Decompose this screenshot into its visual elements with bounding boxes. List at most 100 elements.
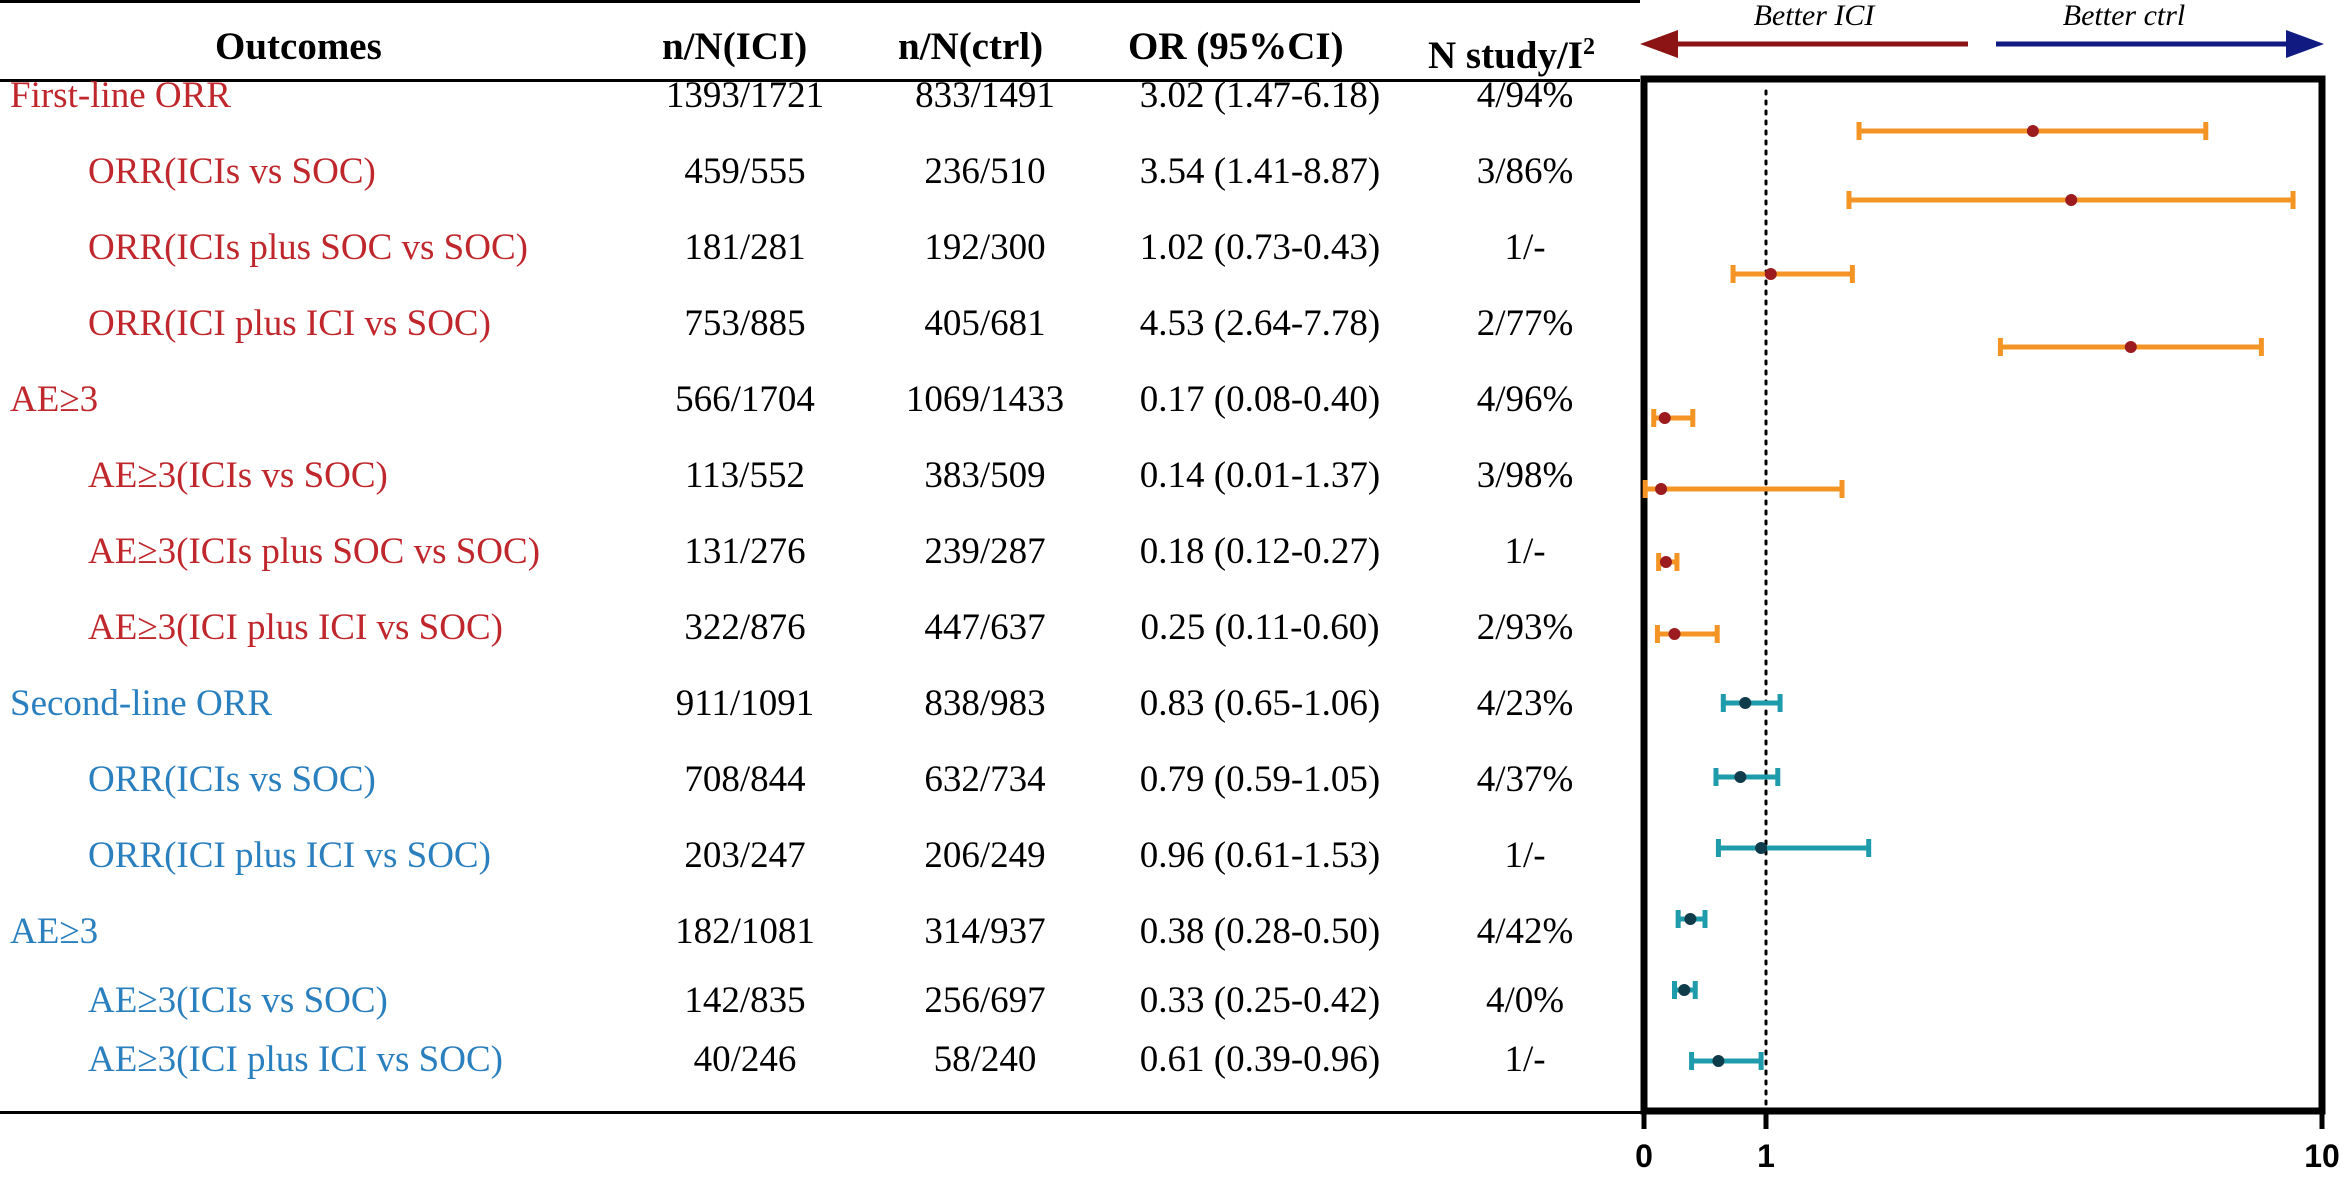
cell-or-ci: 0.33 (0.25-0.42): [1139, 980, 1381, 1021]
cell-or-ci: 0.79 (0.59-1.05): [1139, 759, 1381, 800]
outcome-label: AE≥3: [10, 911, 99, 952]
cell-or-ci: 0.96 (0.61-1.53): [1139, 835, 1381, 876]
cell-n-ctrl: 239/287: [924, 531, 1046, 572]
x-tick-label: 0: [1635, 1138, 1653, 1174]
cell-n-ctrl: 383/509: [924, 455, 1046, 496]
outcome-label: ORR(ICI plus ICI vs SOC): [88, 835, 491, 876]
cell-or-ci: 4.53 (2.64-7.78): [1139, 303, 1381, 344]
better-ici-arrowhead: [1640, 30, 1678, 58]
cell-or-ci: 0.61 (0.39-0.96): [1139, 1039, 1381, 1080]
cell-n-ici: 911/1091: [675, 683, 815, 724]
cell-or-ci: 0.38 (0.28-0.50): [1139, 911, 1381, 952]
point-estimate: [2026, 125, 2039, 137]
cell-nstudy: 4/96%: [1476, 379, 1574, 420]
cell-n-ici: 1393/1721: [665, 75, 825, 116]
header-nstudy: N study/I2: [1428, 22, 1595, 81]
better-ici-label: Better ICI: [1754, 0, 1877, 32]
cell-n-ctrl: 256/697: [924, 980, 1046, 1021]
cell-n-ctrl: 833/1491: [915, 75, 1055, 116]
cell-nstudy: 2/77%: [1476, 303, 1574, 344]
point-estimate: [1739, 697, 1752, 709]
outcome-label: ORR(ICIs vs SOC): [88, 759, 376, 800]
cell-or-ci: 3.54 (1.41-8.87): [1139, 151, 1381, 192]
point-estimate: [2124, 341, 2137, 353]
header-outcomes: Outcomes: [215, 25, 382, 68]
cell-or-ci: 0.17 (0.08-0.40): [1139, 379, 1381, 420]
cell-nstudy: 2/93%: [1476, 607, 1574, 648]
outcome-label: AE≥3(ICI plus ICI vs SOC): [88, 1039, 503, 1080]
cell-or-ci: 3.02 (1.47-6.18): [1139, 75, 1381, 116]
cell-n-ici: 753/885: [684, 303, 806, 344]
header-rule: [0, 79, 1640, 82]
cell-n-ici: 113/552: [685, 455, 805, 496]
better-ctrl-label: Better ctrl: [2063, 0, 2185, 32]
outcome-label: ORR(ICI plus ICI vs SOC): [88, 303, 491, 344]
outcome-label: First-line ORR: [10, 75, 231, 116]
cell-n-ctrl: 447/637: [924, 607, 1046, 648]
cell-nstudy: 1/-: [1504, 227, 1546, 268]
cell-or-ci: 1.02 (0.73-0.43): [1139, 227, 1381, 268]
cell-n-ctrl: 1069/1433: [905, 379, 1065, 420]
cell-nstudy: 4/94%: [1476, 75, 1574, 116]
cell-or-ci: 0.25 (0.11-0.60): [1140, 607, 1380, 648]
x-tick-label: 10: [2304, 1138, 2340, 1174]
cell-n-ici: 566/1704: [675, 379, 815, 420]
outcome-label: AE≥3(ICIs vs SOC): [88, 980, 388, 1021]
x-tick-label: 1: [1757, 1138, 1775, 1174]
cell-n-ctrl: 405/681: [924, 303, 1046, 344]
point-estimate: [1764, 268, 1777, 280]
outcome-label: AE≥3: [10, 379, 99, 420]
cell-n-ici: 181/281: [684, 227, 806, 268]
outcome-label: Second-line ORR: [10, 683, 273, 724]
cell-n-ici: 203/247: [684, 835, 806, 876]
top-rule: [0, 0, 1640, 3]
point-estimate: [1668, 628, 1681, 640]
better-ctrl-arrowhead: [2286, 30, 2324, 58]
cell-nstudy: 3/98%: [1476, 455, 1574, 496]
cell-nstudy: 3/86%: [1476, 151, 1574, 192]
bottom-rule: [0, 1111, 1644, 1114]
point-estimate: [1655, 483, 1668, 495]
cell-nstudy: 4/23%: [1476, 683, 1574, 724]
cell-n-ici: 459/555: [684, 151, 806, 192]
cell-or-ci: 0.14 (0.01-1.37): [1139, 455, 1381, 496]
cell-n-ici: 322/876: [684, 607, 806, 648]
cell-n-ctrl: 58/240: [933, 1039, 1037, 1080]
cell-or-ci: 0.83 (0.65-1.06): [1139, 683, 1381, 724]
point-estimate: [1678, 984, 1691, 996]
point-estimate: [1755, 842, 1768, 854]
cell-n-ctrl: 314/937: [924, 911, 1046, 952]
cell-n-ici: 131/276: [684, 531, 806, 572]
cell-n-ici: 182/1081: [675, 911, 815, 952]
cell-nstudy: 4/37%: [1476, 759, 1574, 800]
cell-n-ctrl: 632/734: [924, 759, 1046, 800]
cell-nstudy: 1/-: [1504, 835, 1546, 876]
point-estimate: [1659, 556, 1672, 568]
header-nstudy-text: N study/I: [1428, 34, 1583, 77]
outcome-label: AE≥3(ICIs vs SOC): [88, 455, 388, 496]
point-estimate: [1734, 771, 1747, 783]
outcome-label: AE≥3(ICI plus ICI vs SOC): [88, 607, 503, 648]
cell-n-ctrl: 206/249: [924, 835, 1046, 876]
point-estimate: [1712, 1055, 1725, 1067]
cell-n-ctrl: 838/983: [924, 683, 1046, 724]
header-nstudy-sup: 2: [1582, 34, 1595, 60]
plot-frame: [1640, 75, 2326, 1115]
cell-nstudy: 1/-: [1504, 1039, 1546, 1080]
cell-n-ici: 40/246: [693, 1039, 797, 1080]
cell-n-ici: 142/835: [684, 980, 806, 1021]
header-or-ci: OR (95%CI): [1128, 25, 1344, 68]
header-n-ici: n/N(ICI): [662, 25, 808, 68]
outcome-label: ORR(ICIs plus SOC vs SOC): [88, 227, 528, 268]
point-estimate: [1684, 913, 1697, 925]
point-estimate: [2065, 194, 2078, 206]
cell-n-ici: 708/844: [684, 759, 806, 800]
outcome-label: ORR(ICIs vs SOC): [88, 151, 376, 192]
cell-nstudy: 4/42%: [1476, 911, 1574, 952]
cell-nstudy: 4/0%: [1485, 980, 1565, 1021]
cell-n-ctrl: 192/300: [924, 227, 1046, 268]
point-estimate: [1658, 412, 1671, 424]
cell-or-ci: 0.18 (0.12-0.27): [1139, 531, 1381, 572]
outcome-label: AE≥3(ICIs plus SOC vs SOC): [88, 531, 541, 572]
